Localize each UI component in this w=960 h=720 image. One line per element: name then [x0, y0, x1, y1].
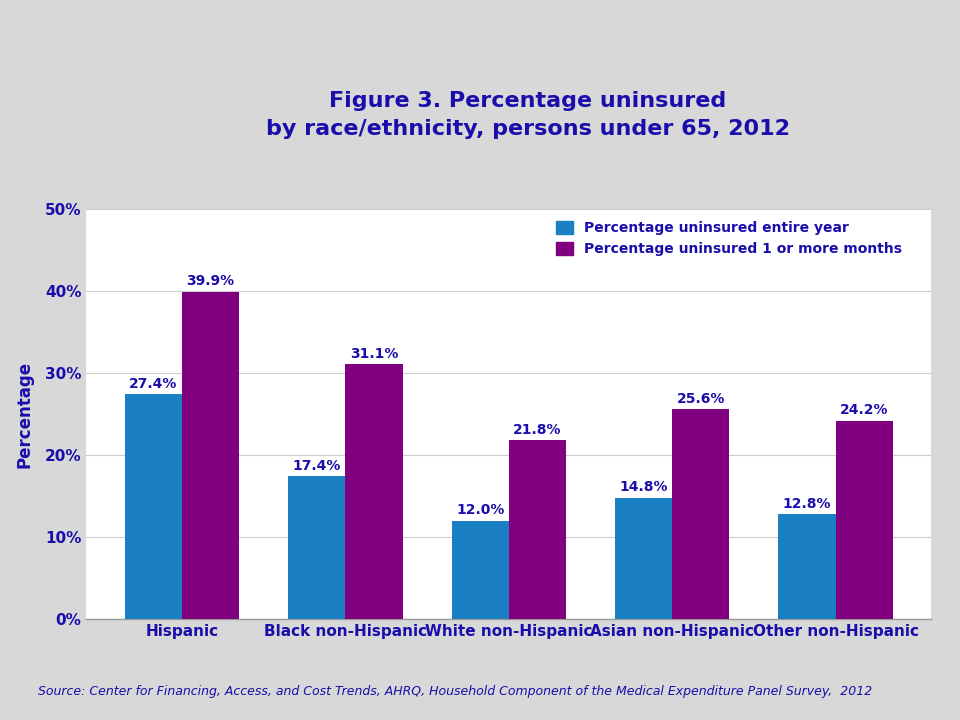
Text: Source: Center for Financing, Access, and Cost Trends, AHRQ, Household Component: Source: Center for Financing, Access, an… [38, 685, 873, 698]
Bar [346, 364, 402, 619]
Bar [779, 514, 835, 619]
Legend: Percentage uninsured entire year, Percentage uninsured 1 or more months: Percentage uninsured entire year, Percen… [550, 216, 907, 262]
Bar [451, 521, 509, 619]
Text: 12.0%: 12.0% [456, 503, 504, 518]
Bar [509, 440, 566, 619]
Text: 25.6%: 25.6% [677, 392, 725, 406]
Text: 24.2%: 24.2% [840, 403, 888, 418]
Text: 14.8%: 14.8% [619, 480, 668, 495]
Y-axis label: Percentage: Percentage [15, 361, 34, 467]
Text: Figure 3. Percentage uninsured
by race/ethnicity, persons under 65, 2012: Figure 3. Percentage uninsured by race/e… [266, 91, 790, 139]
Bar [672, 409, 730, 619]
Bar [615, 498, 672, 619]
Bar [182, 292, 239, 619]
Text: 21.8%: 21.8% [514, 423, 562, 437]
Text: 12.8%: 12.8% [782, 497, 831, 511]
Bar [125, 395, 182, 619]
Text: 27.4%: 27.4% [130, 377, 178, 391]
Text: 31.1%: 31.1% [349, 346, 398, 361]
Bar [835, 420, 893, 619]
Text: 39.9%: 39.9% [186, 274, 234, 289]
Bar [288, 477, 346, 619]
Text: 17.4%: 17.4% [293, 459, 341, 473]
